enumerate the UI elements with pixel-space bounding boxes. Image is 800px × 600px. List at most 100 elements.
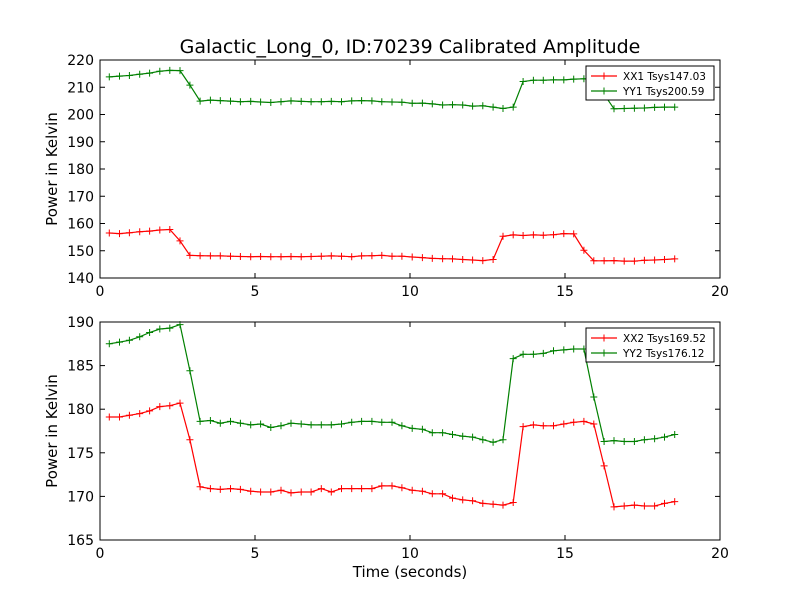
- legend-label: YY1 Tsys200.59: [622, 86, 704, 98]
- y-tick-label: 210: [67, 80, 94, 96]
- data-point: [398, 98, 406, 106]
- y-tick-label: 170: [67, 189, 94, 205]
- y-tick-label: 160: [67, 217, 94, 233]
- panel-top: 0 5 10 15 20 140 150 160 170 180 190 200 210 220 Power…: [43, 53, 729, 300]
- data-point: [590, 257, 598, 265]
- data-point: [610, 437, 618, 445]
- data-point: [570, 418, 578, 426]
- data-point: [338, 98, 345, 106]
- data-point: [580, 417, 588, 425]
- data-point: [287, 253, 295, 260]
- data-point: [489, 256, 497, 263]
- data-point: [640, 436, 648, 444]
- data-point: [539, 76, 547, 84]
- data-point: [418, 254, 426, 262]
- data-point: [459, 101, 467, 109]
- legend-marker: [600, 72, 608, 80]
- data-point: [560, 76, 568, 84]
- data-point: [398, 252, 406, 260]
- data-point: [166, 402, 174, 410]
- data-point: [509, 355, 517, 363]
- data-point: [519, 78, 527, 85]
- data-point: [166, 324, 174, 332]
- data-point: [206, 417, 214, 424]
- data-point: [550, 347, 557, 355]
- data-point: [610, 503, 618, 511]
- data-point: [499, 436, 507, 444]
- data-point: [105, 73, 113, 81]
- data-point: [630, 438, 638, 445]
- data-point: [216, 485, 224, 493]
- y-tick-label: 180: [67, 402, 94, 418]
- legend-label: XX1 Tsys147.03: [623, 71, 706, 83]
- data-point: [277, 98, 285, 106]
- data-point: [327, 488, 335, 496]
- data-point: [368, 485, 376, 493]
- data-point: [338, 485, 345, 493]
- data-point: [206, 96, 214, 104]
- y-axis-label: Power in Kelvin: [43, 374, 61, 488]
- data-point: [630, 104, 638, 112]
- data-point: [227, 485, 234, 493]
- y-tick-label: 190: [67, 135, 94, 151]
- data-point: [439, 490, 447, 498]
- data-point: [651, 103, 659, 111]
- data-point: [378, 482, 386, 490]
- data-point: [640, 256, 648, 264]
- data-point: [539, 422, 547, 430]
- data-point: [136, 333, 144, 341]
- data-point: [186, 251, 194, 259]
- data-point: [287, 97, 295, 105]
- data-point: [176, 237, 184, 245]
- data-point: [560, 420, 568, 428]
- data-point: [620, 438, 628, 445]
- data-point: [408, 99, 416, 107]
- data-point: [509, 103, 517, 111]
- data-point: [216, 97, 224, 105]
- data-point: [105, 413, 113, 421]
- data-point: [479, 499, 487, 507]
- data-point: [247, 487, 255, 495]
- data-point: [125, 336, 133, 344]
- data-point: [146, 407, 154, 415]
- y-tick-label: 165: [67, 533, 94, 549]
- data-point: [317, 485, 325, 493]
- data-point: [661, 499, 668, 507]
- data-point: [348, 253, 356, 261]
- data-point: [166, 66, 174, 74]
- data-point: [519, 423, 527, 431]
- data-point: [479, 436, 487, 444]
- y-tick-label: 170: [67, 489, 94, 505]
- data-point: [620, 502, 628, 510]
- data-point: [307, 421, 315, 429]
- data-point: [661, 256, 668, 263]
- legend-marker: [600, 87, 608, 95]
- data-point: [146, 329, 154, 336]
- data-point: [479, 102, 487, 110]
- data-point: [651, 502, 659, 510]
- data-point: [267, 253, 275, 261]
- data-point: [661, 433, 668, 441]
- data-point: [247, 253, 255, 261]
- data-point: [287, 419, 295, 427]
- data-point: [398, 484, 406, 492]
- x-tick-label: 20: [711, 284, 729, 300]
- y-tick-label: 190: [67, 315, 94, 331]
- data-point: [388, 418, 396, 426]
- x-tick-label: 5: [251, 546, 260, 562]
- data-point: [398, 422, 406, 430]
- data-point: [338, 420, 345, 428]
- data-point: [600, 257, 608, 265]
- data-point: [146, 227, 154, 235]
- data-point: [459, 256, 467, 263]
- data-point: [206, 252, 214, 260]
- data-point: [570, 75, 578, 83]
- data-point: [338, 252, 345, 260]
- data-point: [196, 483, 204, 491]
- y-tick-label: 185: [67, 359, 94, 375]
- data-point: [136, 70, 144, 78]
- panel-bottom: 0 5 10 15 20 165 170 175 180 185 190 Power in Kelvi…: [43, 315, 729, 581]
- x-tick-label: 0: [96, 284, 105, 300]
- data-point: [267, 99, 275, 106]
- data-point: [590, 393, 598, 401]
